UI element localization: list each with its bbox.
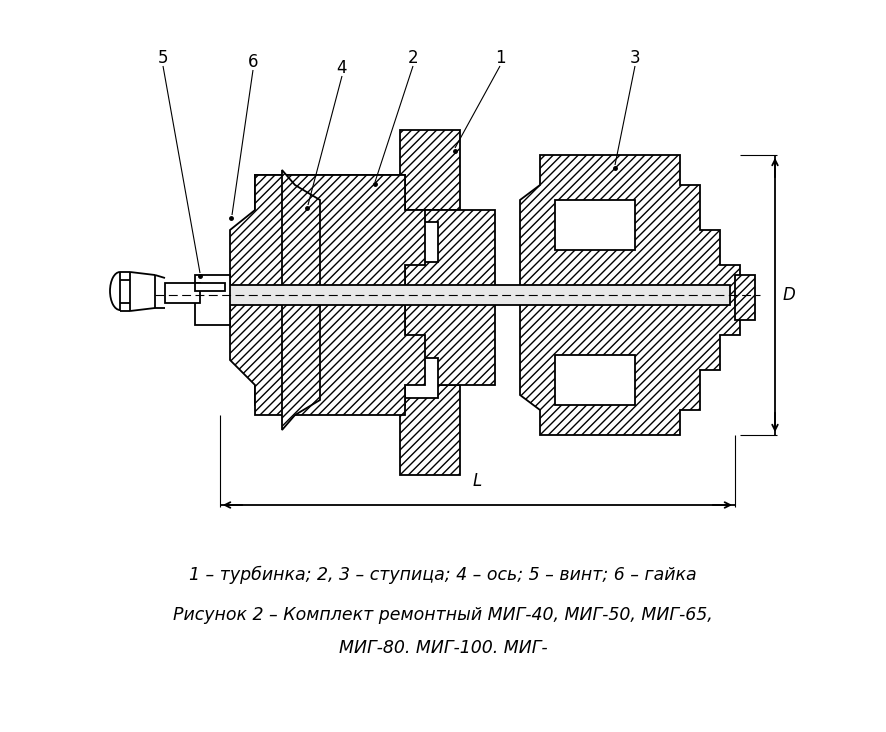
Text: Рисунок 2 – Комплект ремонтный МИГ-40, МИГ-50, МИГ-65,: Рисунок 2 – Комплект ремонтный МИГ-40, М… bbox=[173, 606, 712, 624]
Bar bbox=[360, 210, 494, 385]
Bar bbox=[220, 285, 729, 305]
Text: L: L bbox=[472, 472, 482, 490]
Text: 5: 5 bbox=[158, 49, 168, 67]
Text: 4: 4 bbox=[337, 59, 346, 77]
Polygon shape bbox=[282, 170, 320, 430]
Bar bbox=[555, 200, 634, 250]
Text: 2: 2 bbox=[408, 49, 418, 67]
Bar bbox=[254, 175, 405, 405]
Bar bbox=[400, 130, 460, 210]
Text: 1: 1 bbox=[494, 49, 505, 67]
Bar bbox=[377, 358, 438, 398]
Text: МИГ-80. МИГ-100. МИГ-: МИГ-80. МИГ-100. МИГ- bbox=[338, 639, 547, 657]
Text: 6: 6 bbox=[247, 53, 258, 71]
Bar bbox=[165, 283, 199, 303]
Text: 1 – турбинка; 2, 3 – ступица; 4 – ось; 5 – винт; 6 – гайка: 1 – турбинка; 2, 3 – ступица; 4 – ось; 5… bbox=[189, 566, 696, 584]
Bar bbox=[377, 222, 438, 262]
Text: D: D bbox=[782, 286, 795, 304]
Bar bbox=[555, 355, 634, 405]
Bar bbox=[195, 275, 229, 325]
Bar bbox=[195, 283, 225, 291]
Text: 3: 3 bbox=[629, 49, 640, 67]
Bar bbox=[400, 385, 460, 475]
Bar bbox=[734, 275, 754, 320]
Polygon shape bbox=[519, 155, 739, 435]
Bar bbox=[254, 340, 405, 405]
Polygon shape bbox=[229, 175, 424, 415]
